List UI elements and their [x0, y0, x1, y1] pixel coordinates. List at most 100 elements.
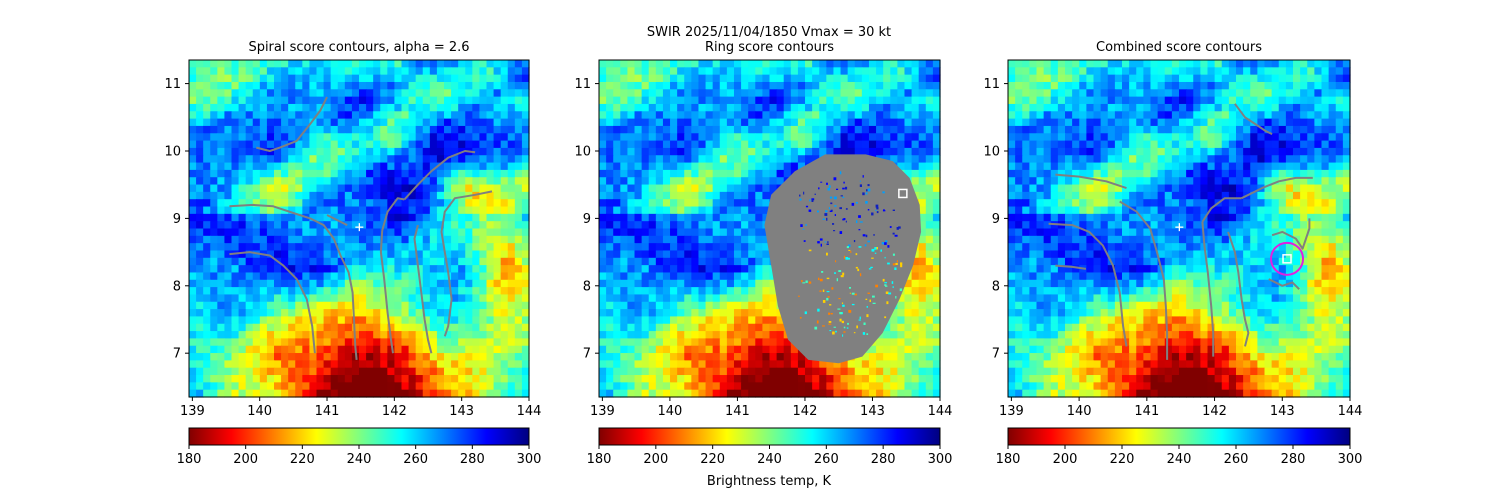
y-tick-label: 10	[574, 144, 591, 159]
y-tick-label: 9	[583, 212, 591, 227]
colorbar-tick-label: 200	[643, 452, 668, 467]
x-tick-label: 140	[247, 404, 272, 419]
spiral-contour	[1048, 222, 1128, 347]
ring-score-speckles	[798, 171, 903, 337]
y-tick-label: 11	[983, 77, 1000, 92]
colorbar-tick-label: 200	[1053, 452, 1078, 467]
y-tick-label: 10	[164, 144, 181, 159]
colorbar-tick-label: 220	[290, 452, 315, 467]
x-tick-label: 142	[382, 404, 407, 419]
colorbar-tick-label: 220	[700, 452, 725, 467]
colorbar-tick-label: 300	[517, 452, 542, 467]
best-fit-square-marker	[1282, 254, 1292, 264]
spiral-contour	[1234, 103, 1273, 135]
spiral-contour	[229, 203, 358, 360]
y-tick-label: 9	[992, 212, 1000, 227]
spiral-contour	[379, 230, 394, 354]
x-tick-label: 141	[1134, 404, 1159, 419]
x-tick-label: 142	[1202, 404, 1227, 419]
ring-score-region	[764, 154, 922, 364]
best-fit-square-marker	[898, 188, 908, 199]
spiral-contour	[1271, 218, 1311, 250]
colorbar-tick-label: 240	[347, 452, 372, 467]
spiral-contour	[403, 150, 476, 201]
colorbar-tick-label: 300	[1338, 452, 1363, 467]
spiral-contour	[256, 96, 328, 152]
heatmap-image	[189, 60, 530, 398]
x-tick-label: 143	[1270, 404, 1295, 419]
x-tick-label: 140	[657, 404, 682, 419]
y-tick-label: 8	[992, 279, 1000, 294]
y-tick-label: 8	[173, 279, 181, 294]
spiral-contour	[1119, 200, 1169, 360]
colorbar-tick-label: 280	[1281, 452, 1306, 467]
spiral-contour	[381, 197, 405, 231]
y-tick-label: 11	[164, 77, 181, 92]
center-plus-marker	[355, 223, 364, 232]
x-tick-label: 141	[725, 404, 750, 419]
panel-1: Spiral score contours, alpha = 2.6 139 140…	[164, 40, 541, 467]
x-tick-label: 143	[449, 404, 474, 419]
x-tick-label: 142	[793, 404, 818, 419]
colorbar: 180 200 220 240 260 280 300	[996, 427, 1363, 467]
colorbar-tick-label: 300	[928, 452, 953, 467]
axes-frame	[1007, 59, 1351, 398]
axes-frame	[598, 59, 941, 398]
center-plus-marker	[1175, 223, 1184, 232]
x-tick-label: 139	[590, 404, 615, 419]
heatmap-image	[1008, 60, 1351, 398]
panel-2: Ring score contours 139 140 141 142 143 144 7 8 9…	[574, 40, 952, 467]
y-tick-label: 10	[983, 144, 1000, 159]
y-tick-label: 8	[583, 279, 591, 294]
x-tick-label: 144	[1338, 404, 1363, 419]
spiral-contour	[1268, 278, 1300, 290]
y-tick-label: 7	[583, 347, 591, 362]
spiral-score-contours	[229, 96, 493, 360]
spiral-contour	[326, 214, 348, 226]
colorbar-tick-label: 280	[460, 452, 485, 467]
x-tick-label: 144	[928, 404, 953, 419]
colorbar-tick-label: 260	[1224, 452, 1249, 467]
spiral-contour	[1241, 176, 1313, 200]
spiral-score-contours	[1048, 103, 1313, 360]
spiral-contour	[1201, 221, 1215, 357]
panel-title: Spiral score contours, alpha = 2.6	[248, 40, 469, 55]
colorbar-tick-label: 240	[757, 452, 782, 467]
colorbar-tick-label: 280	[871, 452, 896, 467]
axes-frame	[188, 59, 530, 398]
x-tick-label: 140	[1067, 404, 1092, 419]
spiral-contour	[229, 251, 316, 354]
spiral-contour	[413, 224, 433, 354]
spiral-contour	[1201, 197, 1242, 223]
colorbar-tick-label: 200	[233, 452, 258, 467]
y-tick-label: 7	[992, 347, 1000, 362]
x-tick-label: 139	[180, 404, 205, 419]
spiral-contour	[1055, 264, 1087, 270]
spiral-contour	[1227, 231, 1250, 347]
y-tick-label: 11	[574, 77, 591, 92]
y-tick-label: 7	[173, 347, 181, 362]
spiral-contour	[440, 190, 493, 337]
panel-3: Combined score contours 139 140 141 142 143 14…	[983, 40, 1362, 467]
colorbar-tick-label: 180	[587, 452, 612, 467]
x-tick-label: 144	[517, 404, 542, 419]
panel-title: Combined score contours	[1096, 40, 1262, 55]
x-tick-label: 139	[999, 404, 1024, 419]
x-tick-label: 141	[315, 404, 340, 419]
best-fit-circle-marker	[1270, 241, 1305, 276]
figure-suptitle: SWIR 2025/11/04/1850 Vmax = 30 kt	[647, 25, 891, 40]
colorbar-tick-label: 180	[177, 452, 202, 467]
colorbar-tick-label: 240	[1167, 452, 1192, 467]
y-tick-label: 9	[173, 212, 181, 227]
colorbar-label: Brightness temp, K	[707, 474, 832, 489]
colorbar-tick-label: 220	[1110, 452, 1135, 467]
x-tick-label: 143	[860, 404, 885, 419]
colorbar-tick-label: 180	[996, 452, 1021, 467]
colorbar-tick-label: 260	[403, 452, 428, 467]
heatmap-image	[599, 60, 941, 398]
spiral-contour	[1055, 173, 1127, 190]
colorbar: 180 200 220 240 260 280 300	[587, 427, 953, 467]
panel-title: Ring score contours	[705, 40, 834, 55]
colorbar-tick-label: 260	[814, 452, 839, 467]
